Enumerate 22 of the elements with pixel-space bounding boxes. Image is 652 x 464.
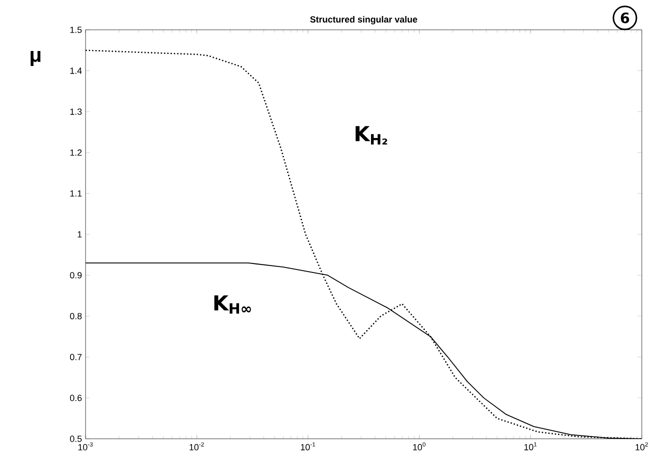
y-tick-label: 1.4 [70,68,82,74]
annotation: K$_{H₂}$ [356,126,388,145]
x-tick-label: 10$^{2}$ [636,442,648,451]
y-tick-label: 1 [78,231,82,238]
y-tick-label: 0.5 [70,436,82,442]
y-tick-label: 0.8 [70,313,82,320]
x-tick-label: 10$^{0}$ [413,442,426,451]
x-tick-label: 10$^{-2}$ [190,442,204,451]
y-tick-label: 0.9 [70,272,82,279]
annotation: K$_{H∞}$ [214,295,251,314]
y-tick-label: 0.7 [70,354,82,360]
x-tick-label: 10$^{-1}$ [300,442,316,450]
chart-title: Structured singular value [310,16,418,25]
text: 6 [620,12,630,24]
y-tick-label: 1.3 [70,108,82,115]
y-tick-label: 1.1 [70,190,82,197]
y-tick-label: 1.5 [70,26,82,34]
x-tick-label: 10$^{1}$ [524,442,537,450]
y-tick-label: 1.2 [70,150,82,156]
y-tick-label: 0.6 [70,394,82,402]
y-axis-title: μ [30,51,40,66]
x-tick-label: 10$^{-3}$ [78,442,93,451]
